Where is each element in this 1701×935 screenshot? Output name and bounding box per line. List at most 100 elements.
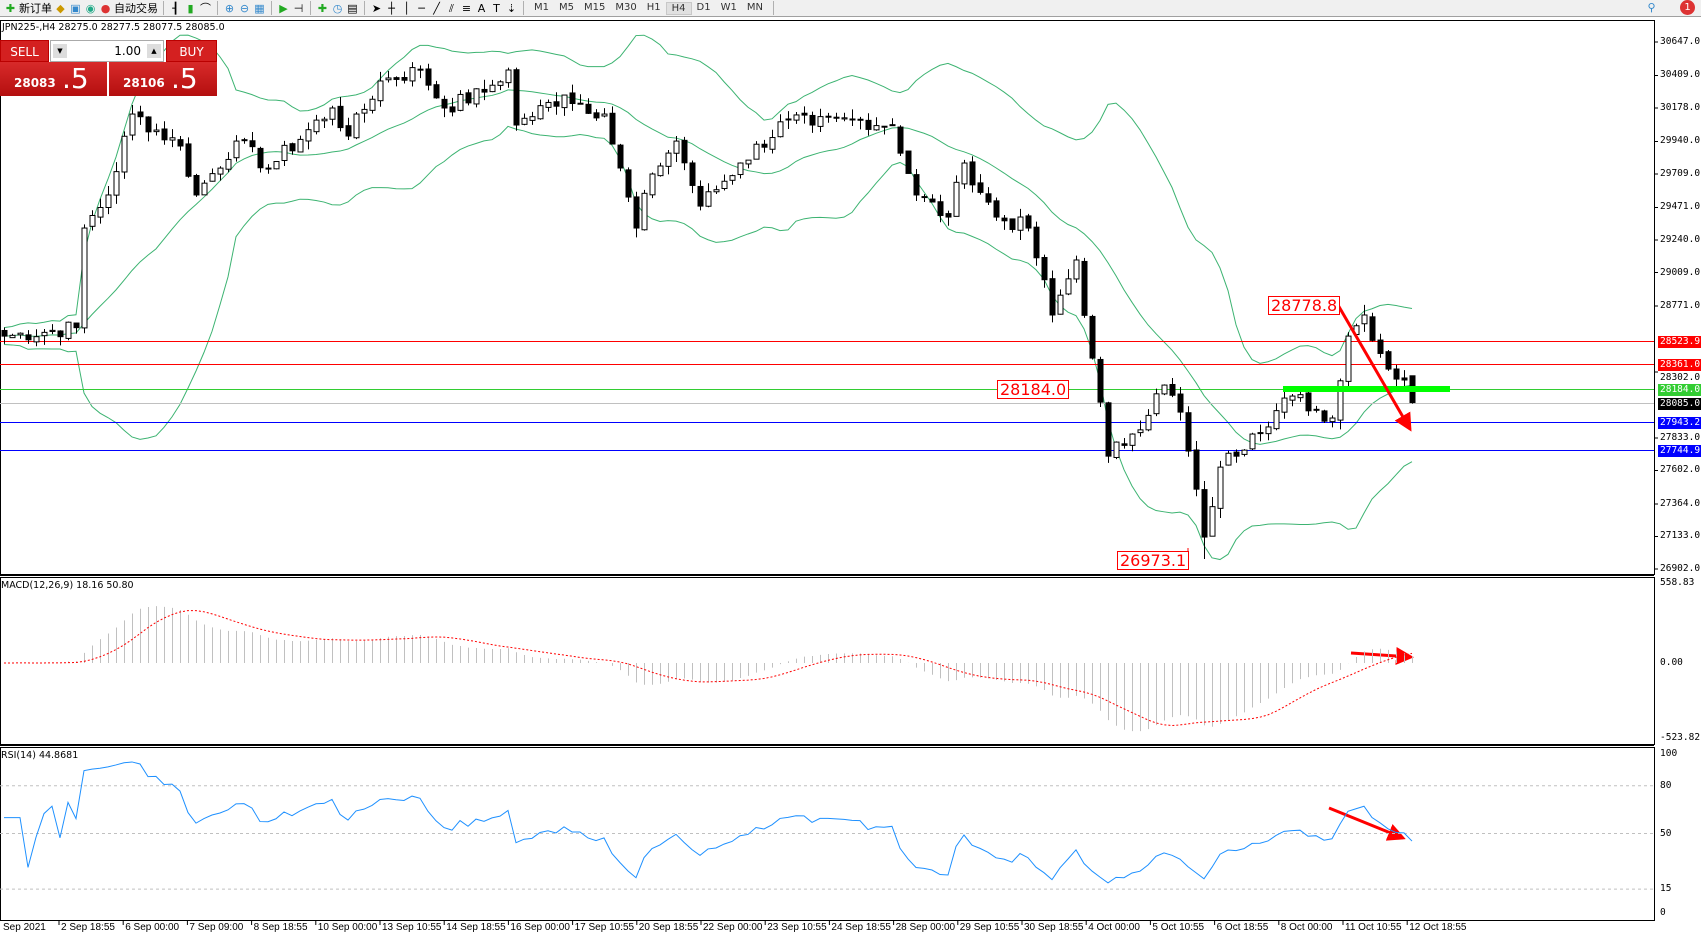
crosshair-icon[interactable]: ┼ [388, 1, 395, 15]
arrows-icon[interactable]: ⇣ [506, 1, 517, 15]
candle-body [817, 116, 824, 127]
candle [1121, 437, 1128, 449]
candle [1281, 390, 1288, 419]
candle-body [1193, 449, 1200, 490]
sell-price[interactable]: 28083 .5 [0, 62, 107, 96]
lot-size-input[interactable]: 1.00 [114, 44, 141, 58]
candle [609, 106, 616, 145]
bar-chart-icon[interactable]: ┨ [172, 1, 179, 15]
candle [441, 95, 448, 118]
candle [433, 80, 440, 99]
candle-body [841, 117, 848, 120]
candle-body [153, 129, 160, 133]
candle [81, 224, 88, 334]
candle-body [1329, 417, 1336, 423]
candle-body [1313, 408, 1320, 411]
timeframe-m30[interactable]: M30 [615, 1, 637, 13]
cursor-icon[interactable]: ➤ [371, 1, 382, 15]
candle-body [401, 77, 408, 81]
price-axis-label: 28771.0 [1660, 300, 1701, 311]
toolbar: ✚ 新订单 ◆ ▣ ◉ ● 自动交易 ┨ ▮ ⌒ ⊕ ⊖ ▦ ▶ ⊣ ✚ ◷ ▤… [0, 0, 1701, 17]
candle [1297, 391, 1304, 402]
time-axis-label: 17 Sep 10:55 [574, 922, 635, 933]
new-order-button[interactable]: 新订单 [19, 2, 52, 15]
equidistant-channel-icon[interactable]: ⫽ [449, 1, 454, 15]
candle-body [65, 321, 72, 339]
candle-body [1169, 383, 1176, 396]
time-axis-label: 20 Sep 18:55 [638, 922, 699, 933]
rsi-axis-label: 80 [1660, 779, 1672, 791]
candle [961, 159, 968, 189]
candle [1377, 333, 1384, 358]
notification-badge[interactable]: 1 [1680, 0, 1695, 15]
candle [9, 333, 16, 339]
candle [905, 150, 912, 174]
candle-body [465, 92, 472, 104]
navigator-icon[interactable]: ▣ [70, 1, 81, 15]
candle-body [897, 126, 904, 154]
timeframe-m1[interactable]: M1 [534, 1, 549, 13]
candle [1273, 403, 1280, 431]
zoom-out-icon[interactable]: ⊖ [239, 1, 250, 15]
candle [1401, 370, 1408, 387]
chart-shift-icon[interactable]: ⊣ [293, 1, 304, 15]
candle [809, 111, 816, 133]
low-annotation[interactable]: 26973.1 [1117, 551, 1190, 570]
price-axis-label: 30647.0 [1660, 36, 1701, 47]
templates-icon[interactable]: ▤ [347, 1, 358, 15]
tile-windows-icon[interactable]: ▦ [254, 1, 265, 15]
indicators-icon[interactable]: ✚ [317, 1, 328, 15]
auto-trading-icon[interactable]: ● [100, 1, 111, 15]
lot-size-stepper[interactable]: ▼ 1.00 ▲ [50, 40, 164, 62]
buy-price[interactable]: 28106 .5 [109, 62, 217, 96]
high-annotation[interactable]: 28778.8 [1268, 296, 1341, 315]
timeframe-m5[interactable]: M5 [559, 1, 574, 13]
search-icon[interactable]: ⚲ [1647, 1, 1656, 14]
main-panel-frame [0, 20, 1655, 575]
signals-icon[interactable]: ◉ [85, 1, 96, 15]
candle [841, 112, 848, 122]
vertical-line-icon[interactable]: │ [403, 1, 410, 15]
horizontal-line-icon[interactable]: ─ [418, 1, 425, 15]
candle [25, 330, 32, 344]
candle-body [825, 115, 832, 118]
candle-body [1001, 217, 1008, 222]
periods-icon[interactable]: ◷ [332, 1, 343, 15]
rsi-axis-label: 0 [1660, 907, 1666, 918]
support-annotation[interactable]: 28184.0 [997, 380, 1070, 399]
candle [697, 180, 704, 211]
line-chart-icon[interactable]: ⌒ [200, 1, 211, 15]
macd-panel-frame [0, 577, 1655, 745]
price-axis-label: 29709.0 [1660, 168, 1701, 179]
buy-price-fraction: .5 [171, 62, 198, 95]
buy-button[interactable]: BUY [166, 40, 217, 62]
timeframe-h4[interactable]: H4 [665, 1, 692, 15]
lot-decrease-icon[interactable]: ▼ [53, 44, 67, 58]
timeframe-d1[interactable]: D1 [696, 1, 711, 13]
timeframe-w1[interactable]: W1 [720, 1, 737, 13]
candle-body [537, 105, 544, 120]
trendline-icon[interactable]: ╱ [433, 1, 440, 15]
candle-body [1321, 410, 1328, 422]
text-label-icon[interactable]: T [493, 1, 500, 15]
text-icon[interactable]: A [477, 1, 486, 15]
fibonacci-icon[interactable]: ≡ [461, 1, 472, 15]
timeframe-m15[interactable]: M15 [584, 1, 606, 13]
sell-button[interactable]: SELL [0, 40, 49, 62]
candle-body [489, 84, 496, 93]
candle [417, 65, 424, 79]
lot-increase-icon[interactable]: ▲ [147, 44, 161, 58]
candle [1201, 480, 1208, 559]
timeframe-mn[interactable]: MN [746, 1, 763, 13]
market-watch-icon[interactable]: ◆ [56, 1, 65, 15]
auto-trading-button[interactable]: 自动交易 [114, 2, 158, 15]
candle [1081, 257, 1088, 318]
candle [121, 131, 128, 179]
timeframe-h1[interactable]: H1 [646, 1, 661, 13]
auto-scroll-icon[interactable]: ▶ [279, 1, 288, 15]
candlestick-icon[interactable]: ▮ [187, 1, 194, 15]
time-axis-label: 11 Oct 10:55 [1345, 922, 1402, 933]
zoom-in-icon[interactable]: ⊕ [224, 1, 235, 15]
new-order-icon[interactable]: ✚ [5, 1, 16, 15]
